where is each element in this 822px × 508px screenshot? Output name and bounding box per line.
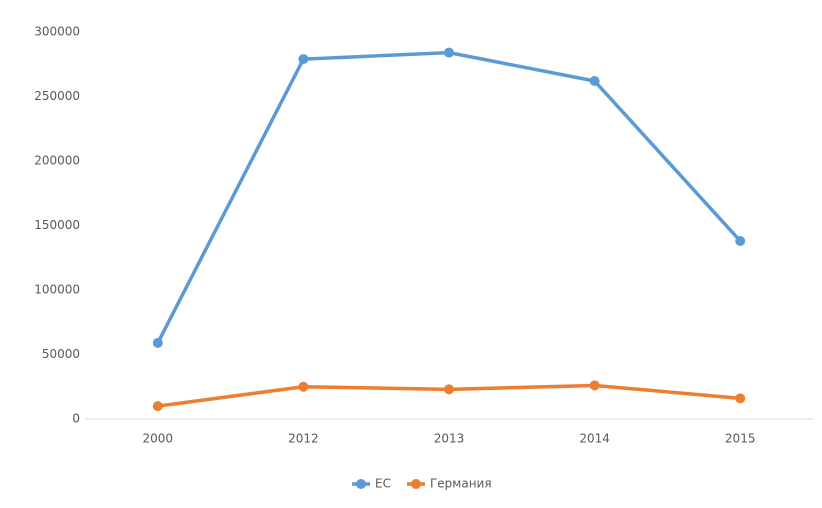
- legend-label: Германия: [430, 477, 492, 491]
- point: [735, 235, 746, 246]
- y-tick-label: 50000: [42, 347, 80, 361]
- x-tick-label: 2015: [725, 432, 756, 446]
- y-tick-label: 100000: [34, 283, 80, 297]
- legend-marker: [410, 479, 421, 489]
- point: [152, 401, 163, 412]
- point: [298, 54, 309, 65]
- point: [589, 380, 600, 391]
- legend-label: ЕС: [375, 477, 391, 491]
- y-tick-label: 150000: [34, 218, 80, 232]
- point: [444, 47, 454, 58]
- x-tick-label: 2012: [288, 432, 319, 446]
- point: [444, 384, 454, 395]
- x-tick-label: 2000: [143, 432, 174, 446]
- point: [298, 381, 309, 392]
- y-tick-label: 200000: [34, 154, 80, 168]
- y-tick-label: 300000: [34, 25, 80, 39]
- y-tick-label: 250000: [34, 89, 80, 103]
- legend-marker: [356, 479, 366, 489]
- y-tick-label: 0: [72, 412, 80, 426]
- point: [152, 337, 163, 348]
- point: [589, 76, 600, 87]
- x-tick-label: 2013: [434, 432, 465, 446]
- point: [735, 393, 746, 404]
- x-tick-label: 2014: [579, 432, 610, 446]
- series-line: [156, 50, 742, 344]
